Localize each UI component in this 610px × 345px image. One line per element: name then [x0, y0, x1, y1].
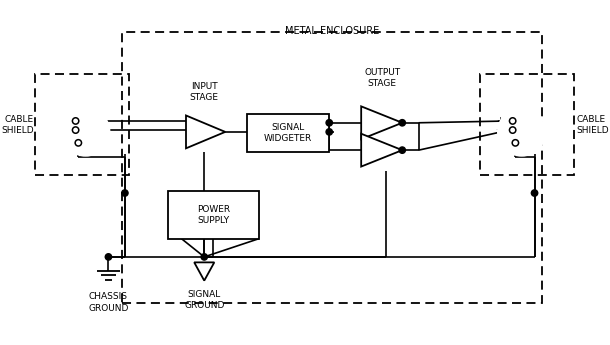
Circle shape — [201, 254, 207, 260]
Bar — [35, 75, 129, 175]
Text: CABLE
SHIELD: CABLE SHIELD — [1, 115, 34, 135]
Polygon shape — [361, 106, 402, 139]
Text: 2: 2 — [503, 117, 508, 126]
Text: SIGNAL
GROUND: SIGNAL GROUND — [184, 290, 224, 310]
Text: SIGNAL
WIDGETER: SIGNAL WIDGETER — [264, 123, 312, 143]
Circle shape — [498, 108, 545, 156]
Text: METAL ENCLOSURE: METAL ENCLOSURE — [285, 26, 379, 36]
Text: 1: 1 — [83, 138, 88, 147]
Circle shape — [73, 127, 79, 133]
Bar — [480, 75, 574, 175]
Circle shape — [121, 190, 128, 196]
Circle shape — [509, 127, 516, 133]
Polygon shape — [361, 134, 402, 167]
Text: POWER
SUPPLY: POWER SUPPLY — [197, 205, 230, 225]
Text: 3: 3 — [503, 126, 508, 135]
Circle shape — [75, 140, 82, 146]
Circle shape — [106, 254, 112, 260]
Circle shape — [399, 120, 406, 126]
Text: +: + — [85, 117, 93, 126]
Circle shape — [512, 140, 518, 146]
Circle shape — [326, 120, 332, 126]
Text: INPUT
STAGE: INPUT STAGE — [190, 82, 219, 102]
Text: CHASSIS
GROUND: CHASSIS GROUND — [88, 293, 129, 313]
Text: −: − — [85, 126, 93, 135]
Circle shape — [73, 118, 79, 124]
Text: −: − — [495, 126, 503, 135]
Text: 1: 1 — [506, 138, 511, 147]
Text: OUTPUT
STAGE: OUTPUT STAGE — [364, 68, 400, 88]
Bar — [122, 31, 542, 303]
Circle shape — [326, 129, 332, 135]
Text: 3: 3 — [80, 126, 85, 135]
Bar — [247, 114, 329, 152]
Circle shape — [509, 118, 516, 124]
Bar — [168, 191, 259, 239]
Circle shape — [399, 147, 406, 153]
Circle shape — [531, 190, 538, 196]
Text: 2: 2 — [80, 117, 85, 126]
Circle shape — [62, 108, 109, 156]
Polygon shape — [186, 116, 225, 148]
Text: +: + — [496, 117, 503, 126]
Text: CABLE
SHIELD: CABLE SHIELD — [576, 115, 609, 135]
